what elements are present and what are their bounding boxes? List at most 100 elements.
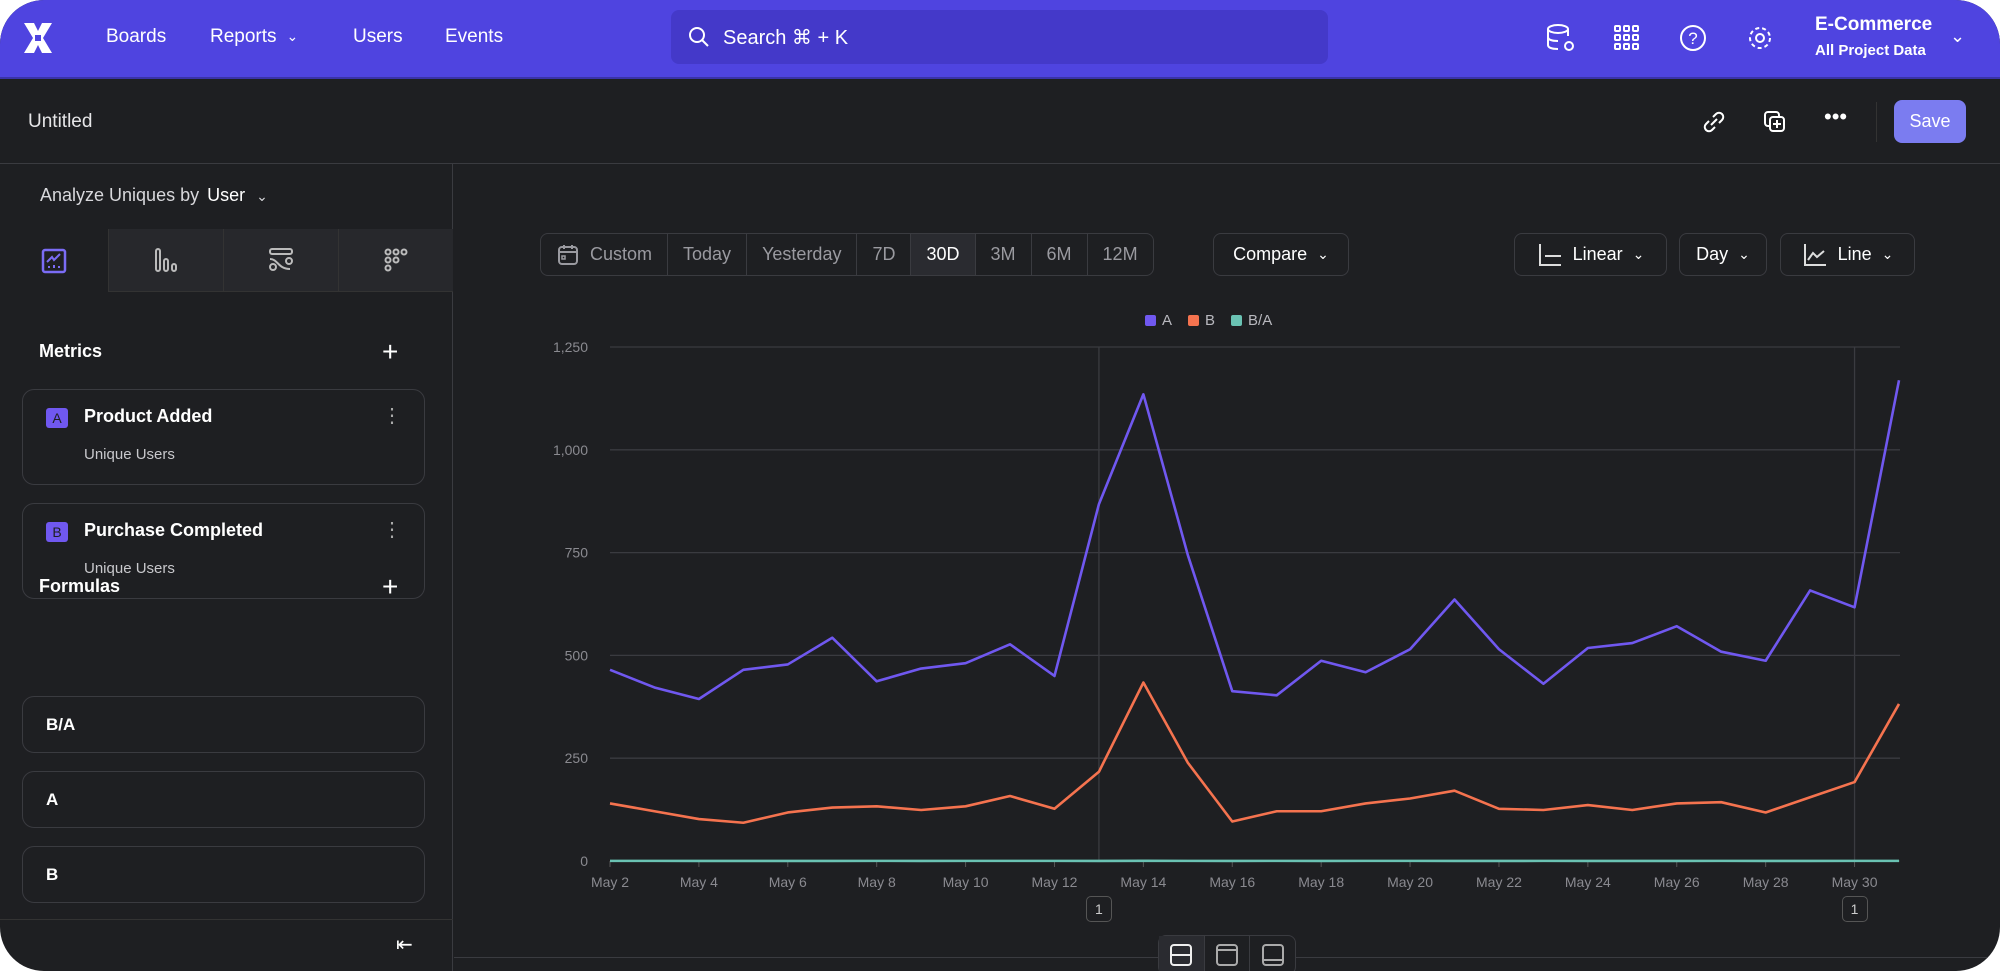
x-tick-label: May 22 (1476, 874, 1522, 890)
nav-users[interactable]: Users (353, 26, 403, 47)
metric-title: Product Added (84, 406, 213, 426)
analyze-value: User (207, 185, 246, 205)
date-range-7d[interactable]: 7D (857, 234, 912, 275)
scale-dropdown[interactable]: Linear ⌄ (1514, 233, 1667, 276)
nav-reports[interactable]: Reports ⌄ (210, 26, 298, 48)
formula-label: B/A (46, 715, 76, 734)
metric-subtitle[interactable]: Unique Users (84, 560, 175, 577)
y-tick-label: 250 (565, 750, 589, 766)
chevron-down-icon: ⌄ (1632, 246, 1645, 262)
data-settings-icon[interactable] (1543, 20, 1579, 56)
metric-title: Purchase Completed (84, 520, 264, 540)
series-line-b (609, 681, 1901, 825)
date-range-custom[interactable]: Custom (541, 234, 669, 275)
chevron-down-icon: ⌄ (1317, 246, 1329, 262)
tab-retention[interactable] (338, 229, 453, 292)
save-button[interactable]: Save (1894, 100, 1966, 143)
project-scope[interactable]: All Project Data (1815, 42, 1926, 59)
bar-chart-icon (155, 248, 177, 272)
legend-swatch (1188, 315, 1200, 326)
chevron-down-icon[interactable]: ⌄ (1950, 26, 1966, 46)
metric-card-b[interactable]: B Purchase Completed Unique Users ⋮ (22, 503, 425, 599)
sidebar: Analyze Uniques by User ⌄ Metrics + A Pro… (0, 164, 453, 971)
formula-card[interactable]: B (22, 846, 425, 903)
date-range-yesterday[interactable]: Yesterday (747, 234, 858, 275)
flows-icon (269, 248, 293, 271)
chart-type-dropdown[interactable]: Line ⌄ (1780, 233, 1915, 276)
calendar-icon (558, 244, 578, 265)
date-range-12m[interactable]: 12M (1102, 244, 1138, 264)
annotation-marker[interactable]: 1 (1841, 896, 1868, 922)
metric-badge: A (46, 408, 68, 428)
date-range-today[interactable]: Today (668, 234, 748, 275)
chevron-down-icon: ⌄ (256, 188, 268, 204)
project-name[interactable]: E-Commerce (1815, 14, 1933, 35)
chart-only-layout-icon (1216, 944, 1238, 966)
legend-label: A (1162, 312, 1173, 329)
x-tick-label: May 12 (1032, 874, 1078, 890)
tab-bar-chart[interactable] (108, 229, 223, 292)
chart-legend: A B B/A (1145, 312, 1272, 329)
linear-scale-icon (1538, 243, 1561, 266)
layout-split-button[interactable] (1159, 936, 1205, 971)
formulas-heading: Formulas (39, 576, 121, 596)
help-icon[interactable]: ? (1675, 20, 1711, 56)
date-range-6m[interactable]: 6M (1032, 234, 1088, 275)
formula-card[interactable]: A (22, 771, 425, 828)
y-tick-label: 1,250 (553, 339, 588, 355)
table-only-layout-icon (1261, 944, 1284, 966)
layout-table-button[interactable] (1250, 936, 1295, 971)
series-line-a (609, 380, 1901, 701)
report-title[interactable]: Untitled (28, 111, 93, 132)
search-placeholder: Search ⌘ + K (723, 26, 849, 49)
nav-reports-label: Reports (210, 26, 277, 47)
logo-icon[interactable] (22, 21, 54, 55)
formula-label: A (46, 790, 59, 809)
y-tick-label: 0 (580, 853, 588, 869)
x-tick-label: May 18 (1298, 874, 1344, 890)
legend-item-b[interactable]: B (1188, 312, 1215, 329)
compare-label: Compare (1233, 244, 1308, 264)
formula-card[interactable]: B/A (22, 696, 425, 753)
annotation-marker[interactable]: 1 (1085, 896, 1112, 922)
split-layout-icon (1170, 944, 1193, 966)
tab-flows[interactable] (223, 229, 338, 292)
date-range-3m[interactable]: 3M (976, 234, 1032, 275)
kebab-menu-icon[interactable]: ⋮ (382, 519, 402, 541)
layout-chart-button[interactable] (1205, 936, 1251, 971)
x-tick-label: May 6 (769, 874, 807, 890)
apps-grid-icon[interactable] (1609, 20, 1645, 56)
analyze-by-selector[interactable]: Analyze Uniques by User ⌄ (40, 185, 268, 206)
metric-subtitle[interactable]: Unique Users (84, 446, 175, 463)
gear-icon[interactable] (1742, 20, 1778, 56)
legend-item-ba[interactable]: B/A (1231, 312, 1272, 329)
duplicate-icon[interactable] (1759, 106, 1791, 138)
x-tick-label: May 30 (1832, 874, 1878, 890)
add-metric-button[interactable]: + (382, 336, 399, 367)
nav-boards[interactable]: Boards (106, 26, 167, 47)
chevron-down-icon: ⌄ (1881, 246, 1894, 262)
date-range-30d[interactable]: 30D (911, 234, 976, 275)
compare-dropdown[interactable]: Compare ⌄ (1213, 233, 1349, 276)
legend-swatch (1231, 315, 1243, 326)
kebab-menu-icon[interactable]: ⋮ (382, 405, 402, 427)
metric-badge: B (46, 522, 68, 542)
line-chart-icon (1803, 243, 1826, 266)
legend-item-a[interactable]: A (1145, 312, 1172, 329)
more-icon[interactable]: ••• (1824, 104, 1848, 129)
search-input[interactable]: Search ⌘ + K (671, 10, 1328, 64)
legend-swatch (1145, 315, 1156, 326)
metric-card-a[interactable]: A Product Added Unique Users ⋮ (22, 389, 425, 485)
tab-insights[interactable] (0, 229, 108, 292)
nav-events[interactable]: Events (445, 26, 504, 47)
link-icon[interactable] (1698, 106, 1730, 138)
interval-dropdown[interactable]: Day ⌄ (1679, 233, 1767, 276)
add-formula-button[interactable]: + (382, 571, 399, 602)
x-tick-label: May 26 (1654, 874, 1700, 890)
report-header: Untitled ••• Save (0, 80, 2000, 164)
sidebar-footer: ⇤ (0, 919, 453, 971)
date-range-label: Custom (590, 244, 653, 264)
collapse-sidebar-icon[interactable]: ⇤ (396, 934, 413, 956)
y-tick-label: 500 (565, 647, 589, 663)
